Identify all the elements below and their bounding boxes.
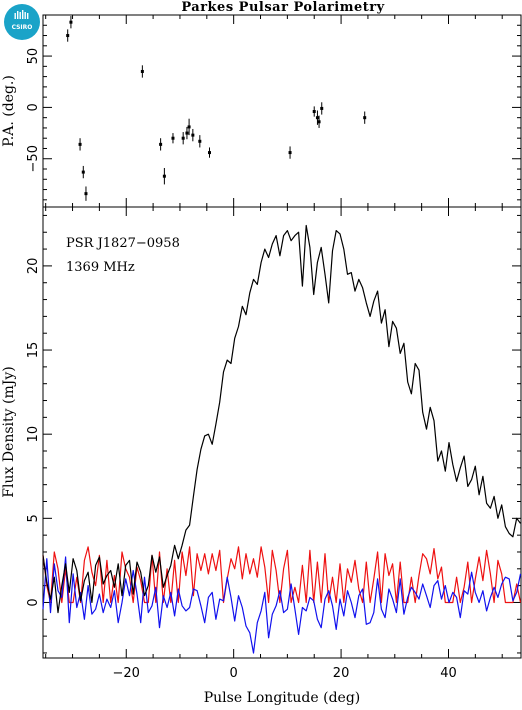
pa-y-axis-label: P.A. (deg.) <box>1 75 17 147</box>
flux-series-line <box>42 224 521 614</box>
flux-axis-ticks <box>43 207 521 658</box>
pa-point <box>320 102 324 115</box>
pa-marker <box>140 69 144 73</box>
pa-point <box>198 135 202 148</box>
pa-y-tick-label: 50 <box>26 48 41 65</box>
pa-marker <box>207 151 211 155</box>
csiro-logo-bars <box>14 10 29 19</box>
pa-panel: −50 0 50 P.A. (deg.) <box>1 14 522 208</box>
pa-marker <box>185 131 189 135</box>
flux-panel: 0 5 10 15 20 −20 0 20 40 PSR J1827−0958 1369 MHz… <box>1 206 522 706</box>
csiro-logo-circle <box>4 4 40 40</box>
pa-point <box>171 133 175 144</box>
flux-x-tick-label: 0 <box>230 666 238 681</box>
pa-point <box>185 126 189 140</box>
flux-y-tick-label: 10 <box>26 426 41 443</box>
pa-marker <box>317 120 321 124</box>
pa-point <box>162 167 166 185</box>
flux-series-line <box>42 556 522 654</box>
flux-y-tick-label: 5 <box>26 514 41 522</box>
pa-panel-frame <box>42 14 522 208</box>
pa-marker <box>363 116 367 120</box>
flux-y-tick-label: 15 <box>26 342 41 359</box>
chart-title: Parkes Pulsar Polarimetry <box>181 0 384 15</box>
pa-marker <box>81 170 85 174</box>
flux-tick-labels: 0 5 10 15 20 −20 0 20 40 <box>26 258 457 681</box>
flux-series-line <box>42 546 522 604</box>
pa-point <box>81 165 85 179</box>
pa-point <box>187 118 191 136</box>
pa-point <box>78 138 82 151</box>
pa-y-tick-label: −50 <box>26 145 41 172</box>
flux-x-tick-label: −20 <box>113 666 140 681</box>
pa-marker <box>66 34 70 38</box>
pa-point <box>207 147 211 158</box>
pa-marker <box>159 142 163 146</box>
pa-marker <box>320 106 324 110</box>
pa-point <box>140 65 144 78</box>
csiro-logo-text: CSIRO <box>12 24 33 31</box>
pa-marker <box>162 174 166 178</box>
pa-marker <box>191 133 195 137</box>
pa-point <box>317 115 321 128</box>
flux-x-tick-label: 20 <box>333 666 350 681</box>
pa-tick-labels: −50 0 50 <box>26 48 41 173</box>
pa-point <box>288 146 292 159</box>
pa-point <box>84 186 88 201</box>
pa-point <box>315 110 319 125</box>
flux-x-tick-label: 40 <box>440 666 457 681</box>
pa-point <box>66 29 70 42</box>
flux-panel-frame <box>42 206 522 659</box>
pa-point <box>191 128 195 142</box>
pa-marker <box>312 110 316 114</box>
flux-series <box>42 224 522 654</box>
pa-marker <box>187 125 191 129</box>
flux-y-tick-label: 0 <box>26 598 41 606</box>
pa-point <box>181 132 185 145</box>
pa-marker <box>84 192 88 196</box>
flux-y-axis-label: Flux Density (mJy) <box>1 366 17 497</box>
pa-axis-ticks <box>43 15 521 207</box>
pa-marker <box>288 151 292 155</box>
frequency-annotation: 1369 MHz <box>66 260 135 275</box>
csiro-logo: CSIRO <box>4 4 40 40</box>
pa-marker <box>69 20 73 24</box>
x-axis-label: Pulse Longitude (deg) <box>204 690 361 706</box>
pa-point <box>312 106 316 117</box>
pa-points <box>66 16 367 201</box>
pa-marker <box>171 136 175 140</box>
pa-marker <box>315 116 319 120</box>
pa-marker <box>198 139 202 143</box>
pa-point <box>159 138 163 151</box>
pa-point <box>363 111 367 124</box>
psr-name-annotation: PSR J1827−0958 <box>66 236 180 251</box>
pa-y-tick-label: 0 <box>26 103 41 111</box>
pa-point <box>69 16 73 29</box>
pa-marker <box>181 136 185 140</box>
pa-marker <box>78 142 82 146</box>
flux-y-tick-label: 20 <box>26 258 41 275</box>
